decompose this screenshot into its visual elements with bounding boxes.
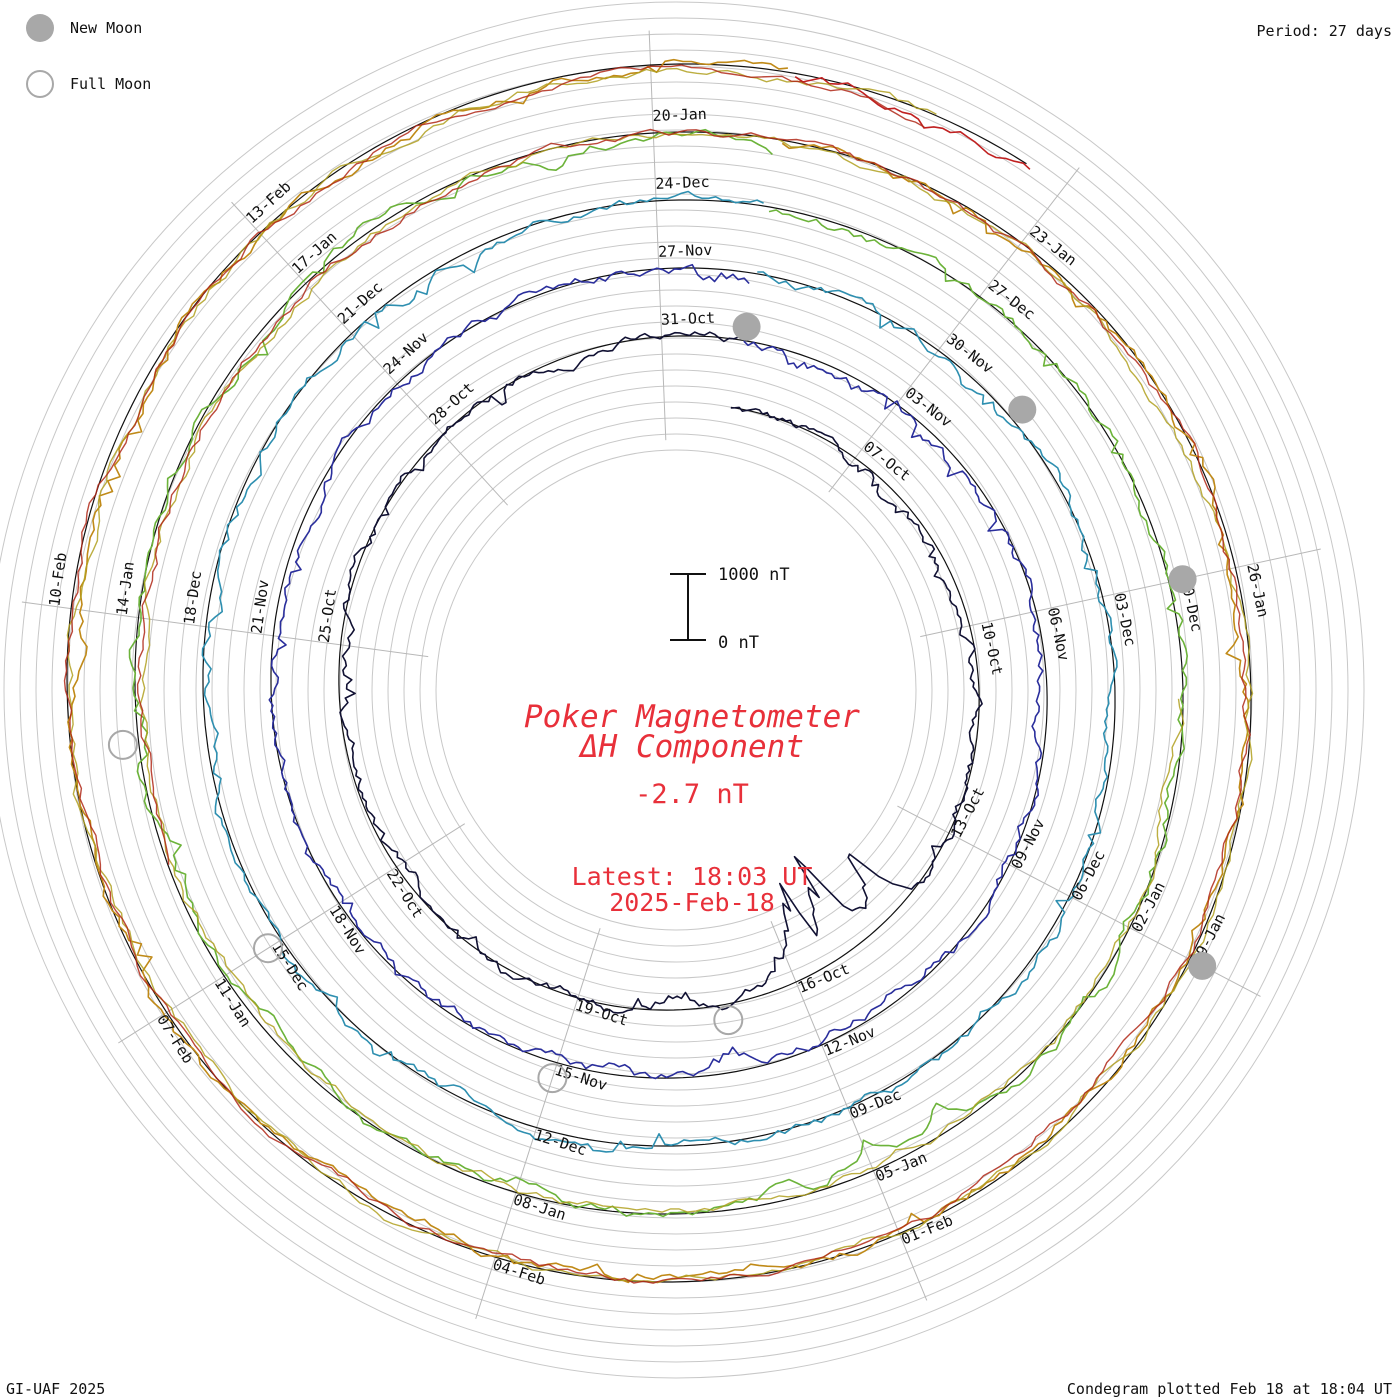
date-label: 24-Nov bbox=[380, 328, 432, 378]
grid-circle bbox=[35, 49, 1317, 1331]
grid-circle bbox=[275, 289, 1077, 1091]
grid-circle bbox=[67, 81, 1285, 1299]
date-label: 09-Nov bbox=[1007, 816, 1048, 872]
date-label: 18-Nov bbox=[326, 902, 370, 957]
series-line-rotation-6 bbox=[794, 76, 1031, 170]
date-label: 26-Jan bbox=[1243, 562, 1272, 619]
grid-circle bbox=[3, 17, 1349, 1363]
scale-top-label: 1000 nT bbox=[718, 565, 790, 585]
date-label: 25-Oct bbox=[315, 588, 340, 644]
grid-circle bbox=[371, 385, 981, 995]
grid-circle bbox=[131, 145, 1221, 1235]
date-label: 31-Oct bbox=[661, 309, 716, 329]
new-moon-marker bbox=[1168, 565, 1197, 594]
grid-circle bbox=[179, 193, 1173, 1187]
latest-time: Latest: 18:03 UT bbox=[572, 862, 813, 891]
date-label: 05-Jan bbox=[873, 1148, 930, 1185]
moon-markers bbox=[107, 312, 1217, 1094]
new-moon-icon bbox=[26, 14, 54, 42]
grid-spoke bbox=[231, 201, 509, 506]
grid-circle bbox=[307, 321, 1045, 1059]
new-moon-marker bbox=[1188, 951, 1217, 980]
date-label: 28-Oct bbox=[426, 379, 478, 429]
grid-circle bbox=[19, 33, 1333, 1347]
grid-circle bbox=[339, 353, 1013, 1027]
latest-date: 2025-Feb-18 bbox=[609, 888, 775, 917]
legend-new-moon-label: New Moon bbox=[70, 19, 143, 37]
scale-bottom-label: 0 nT bbox=[718, 633, 759, 653]
date-labels: 07-Oct10-Oct13-Oct16-Oct19-Oct22-Oct25-O… bbox=[45, 105, 1272, 1289]
series-line-extra-2 bbox=[63, 64, 1251, 1284]
credit-label: GI-UAF 2025 bbox=[6, 1380, 106, 1398]
date-label: 12-Nov bbox=[821, 1022, 878, 1059]
date-label: 14-Jan bbox=[113, 560, 138, 616]
legend-new-moon: New Moon bbox=[26, 14, 142, 42]
date-label: 20-Jan bbox=[652, 105, 707, 125]
date-label: 10-Oct bbox=[977, 620, 1006, 677]
grid-spoke bbox=[118, 823, 466, 1044]
series-line-rotation-1 bbox=[339, 331, 983, 1014]
full-moon-marker bbox=[253, 933, 283, 964]
grid-circle bbox=[323, 337, 1029, 1043]
date-label: 03-Dec bbox=[1110, 591, 1139, 648]
grid-circle bbox=[195, 209, 1157, 1171]
series-line-rotation-4 bbox=[128, 128, 1188, 1218]
plotted-label: Condegram plotted Feb 18 at 18:04 UT bbox=[1066, 1380, 1392, 1398]
chart-title: Poker Magnetometer bbox=[524, 699, 860, 735]
date-label: 13-Oct bbox=[947, 784, 988, 840]
full-moon-marker bbox=[713, 1005, 744, 1036]
date-label: 01-Feb bbox=[899, 1211, 956, 1248]
grid-spoke bbox=[21, 601, 429, 658]
grid-circle bbox=[147, 161, 1205, 1219]
data-series bbox=[63, 58, 1254, 1284]
period-label: Period: 27 days bbox=[1256, 22, 1392, 40]
date-label: 12-Dec bbox=[532, 1126, 589, 1160]
grid-circle bbox=[291, 305, 1061, 1075]
scale-bar: 1000 nT 0 nT bbox=[670, 565, 790, 653]
series-line-rotation-2 bbox=[268, 263, 1044, 1080]
date-label: 27-Nov bbox=[658, 241, 713, 261]
grid-circle bbox=[435, 449, 917, 931]
grid-circle bbox=[83, 97, 1269, 1283]
grid-circle bbox=[211, 225, 1141, 1155]
legend-full-moon-label: Full Moon bbox=[70, 75, 152, 93]
full-moon-marker bbox=[107, 729, 138, 760]
date-spokes bbox=[21, 30, 1321, 1320]
grid-spoke bbox=[648, 30, 667, 441]
grid-circle bbox=[419, 433, 933, 947]
date-label: 16-Oct bbox=[795, 960, 852, 997]
grid-spoke bbox=[770, 921, 928, 1301]
date-label: 27-Dec bbox=[985, 276, 1039, 323]
grid-circle bbox=[227, 241, 1125, 1139]
full-moon-icon bbox=[26, 70, 54, 98]
grid-spoke bbox=[920, 548, 1321, 638]
date-label: 24-Dec bbox=[655, 173, 710, 193]
grid-circle bbox=[0, 1, 1365, 1379]
new-moon-marker bbox=[732, 312, 761, 341]
chart-subtitle: ΔH Component bbox=[578, 729, 804, 765]
date-label: 06-Dec bbox=[1068, 847, 1109, 903]
new-moon-marker bbox=[1008, 395, 1037, 424]
grid-circle bbox=[115, 129, 1237, 1251]
grid-circle bbox=[259, 273, 1093, 1107]
date-label: 03-Nov bbox=[902, 384, 956, 431]
series-line-rotation-3 bbox=[201, 190, 1118, 1153]
grid-circle bbox=[99, 113, 1253, 1267]
grid-circle bbox=[403, 417, 949, 963]
grid-circle bbox=[387, 401, 965, 979]
date-label: 21-Dec bbox=[334, 278, 386, 328]
grid-spoke bbox=[828, 167, 1080, 493]
grid-circle bbox=[243, 257, 1109, 1123]
date-label: 21-Nov bbox=[248, 579, 273, 635]
grid-circle bbox=[163, 177, 1189, 1203]
current-value: -2.7 nT bbox=[635, 779, 749, 810]
series-line-extra-1 bbox=[66, 67, 1254, 1284]
legend-full-moon: Full Moon bbox=[26, 70, 151, 98]
date-label: 30-Nov bbox=[943, 330, 997, 377]
full-moon-marker bbox=[537, 1063, 568, 1094]
date-label: 17-Jan bbox=[288, 228, 340, 278]
